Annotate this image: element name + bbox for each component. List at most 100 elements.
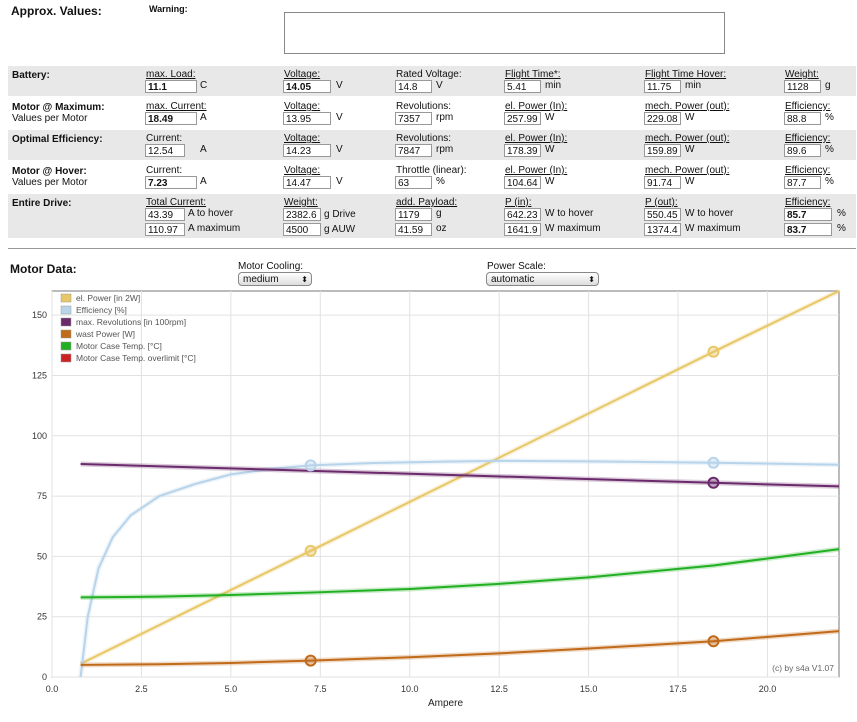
power-scale-label: Power Scale: [487, 261, 546, 272]
p-out-hover-field[interactable]: 550.45 [644, 208, 681, 221]
legend-label: wast Power [W] [75, 329, 135, 339]
total-current-max-unit: A maximum [188, 223, 241, 234]
legend-swatch [60, 317, 72, 327]
select-arrows-icon: ⬍ [588, 275, 595, 284]
data-point-marker [707, 456, 720, 469]
p-in-hover-unit: W to hover [545, 208, 594, 219]
y-tick-label: 75 [37, 491, 47, 501]
payload-oz-field[interactable]: 41.59 [395, 223, 432, 236]
drive-efficiency-hover-unit: % [837, 208, 846, 219]
motor-cooling-label: Motor Cooling: [238, 261, 304, 272]
payload-g-field[interactable]: 1179 [395, 208, 432, 221]
p-in-label: P (in): [505, 197, 532, 208]
x-tick-label: 12.5 [490, 684, 508, 694]
y-tick-label: 25 [37, 612, 47, 622]
hover-el-power-field[interactable]: 104.64 [504, 176, 541, 189]
hover-mech-power-field[interactable]: 91.74 [644, 176, 681, 189]
hover-throttle-field[interactable]: 63 [395, 176, 432, 189]
total-current-hover-field[interactable]: 43.39 [145, 208, 185, 221]
battery-title: Battery: [12, 70, 50, 81]
flight-time-label: Flight Time*: [505, 69, 561, 80]
p-out-max-unit: W maximum [685, 223, 741, 234]
x-tick-label: 7.5 [314, 684, 327, 694]
legend-label: Motor Case Temp. [°C] [76, 341, 162, 351]
power-scale-select[interactable]: automatic ⬍ [486, 272, 599, 286]
max-efficiency-field[interactable]: 88.8 [784, 112, 821, 125]
flight-time-hover-field[interactable]: 11.75 [644, 80, 681, 93]
weight-drive-field[interactable]: 2382.6 [283, 208, 321, 221]
max-voltage-unit: V [336, 112, 343, 123]
weight-auw-unit: g AUW [324, 224, 356, 235]
x-tick-label: 20.0 [759, 684, 777, 694]
y-tick-label: 150 [32, 310, 47, 320]
max-voltage-field[interactable]: 13.95 [283, 112, 331, 125]
flight-time-unit: min [545, 80, 562, 91]
max-revolutions-unit: rpm [436, 112, 454, 123]
max-current-unit: A [200, 112, 207, 123]
drive-title: Entire Drive: [12, 198, 72, 209]
drive-efficiency-max-field[interactable]: 83.7 [784, 223, 832, 236]
max-efficiency-unit: % [825, 112, 834, 123]
hover-efficiency-field[interactable]: 87.7 [784, 176, 821, 189]
max-el-power-field[interactable]: 257.99 [504, 112, 541, 125]
opt-revolutions-unit: rpm [436, 144, 454, 155]
max-mech-power-field[interactable]: 229.08 [644, 112, 681, 125]
chart-credit: (c) by s4a V1.07 [772, 663, 834, 673]
hover-title: Motor @ Hover: [12, 166, 87, 177]
payload-g-unit: g [436, 208, 442, 219]
drive-efficiency-label: Efficiency: [785, 197, 831, 208]
opt-mech-power-field[interactable]: 159.89 [644, 144, 681, 157]
p-out-max-field[interactable]: 1374.4 [644, 223, 681, 236]
optimal-title: Optimal Efficiency: [12, 134, 103, 145]
p-in-hover-field[interactable]: 642.23 [504, 208, 541, 221]
battery-weight-field[interactable]: 1128 [784, 80, 821, 93]
max-mech-power-unit: W [685, 112, 695, 123]
opt-voltage-field[interactable]: 14.23 [283, 144, 331, 157]
legend-label: Efficiency [%] [76, 305, 127, 315]
opt-efficiency-label: Efficiency: [785, 133, 831, 144]
voltage-label: Voltage: [284, 69, 321, 80]
series-line [80, 630, 840, 666]
drive-weight-label: Weight: [284, 197, 318, 208]
hover-voltage-field[interactable]: 14.47 [283, 176, 331, 189]
x-tick-label: 10.0 [401, 684, 419, 694]
hover-efficiency-label: Efficiency: [785, 165, 831, 176]
rated-voltage-label: Rated Voltage: [396, 69, 462, 80]
opt-el-power-field[interactable]: 178.39 [504, 144, 541, 157]
opt-efficiency-unit: % [825, 144, 834, 155]
hover-mech-power-unit: W [685, 176, 695, 187]
select-arrows-icon: ⬍ [301, 275, 308, 284]
max-revolutions-label: Revolutions: [396, 101, 452, 112]
p-in-max-unit: W maximum [545, 223, 601, 234]
max-load-field[interactable]: 11.1 [145, 80, 197, 93]
battery-voltage-field[interactable]: 14.05 [283, 80, 331, 93]
total-current-max-field[interactable]: 110.97 [145, 223, 185, 236]
opt-current-field[interactable]: 12.54 [145, 144, 185, 157]
max-current-field[interactable]: 18.49 [145, 112, 197, 125]
legend-label: max. Revolutions [in 100rpm] [76, 317, 186, 327]
flight-time-field[interactable]: 5.41 [504, 80, 541, 93]
y-tick-label: 100 [32, 431, 47, 441]
opt-efficiency-field[interactable]: 89.6 [784, 144, 821, 157]
max-revolutions-field[interactable]: 7357 [395, 112, 432, 125]
data-point-marker [304, 654, 317, 667]
series-line [80, 290, 840, 665]
p-in-max-field[interactable]: 1641.9 [504, 223, 541, 236]
rated-voltage-field[interactable]: 14.8 [395, 80, 432, 93]
max-efficiency-label: Efficiency: [785, 101, 831, 112]
opt-revolutions-field[interactable]: 7847 [395, 144, 432, 157]
drive-efficiency-hover-field[interactable]: 85.7 [784, 208, 832, 221]
legend-label: Motor Case Temp. overlimit [°C] [76, 353, 196, 363]
warning-textarea[interactable] [284, 12, 725, 54]
hover-el-power-unit: W [545, 176, 555, 187]
drive-efficiency-max-unit: % [837, 223, 846, 234]
data-point-marker [707, 345, 720, 358]
weight-auw-field[interactable]: 4500 [283, 223, 321, 236]
opt-voltage-label: Voltage: [284, 133, 321, 144]
legend-swatch [60, 293, 72, 303]
opt-mech-power-unit: W [685, 144, 695, 155]
motor-cooling-select[interactable]: medium ⬍ [238, 272, 312, 286]
legend-swatch [60, 353, 72, 363]
section-divider [8, 248, 856, 249]
hover-current-field[interactable]: 7.23 [145, 176, 197, 189]
